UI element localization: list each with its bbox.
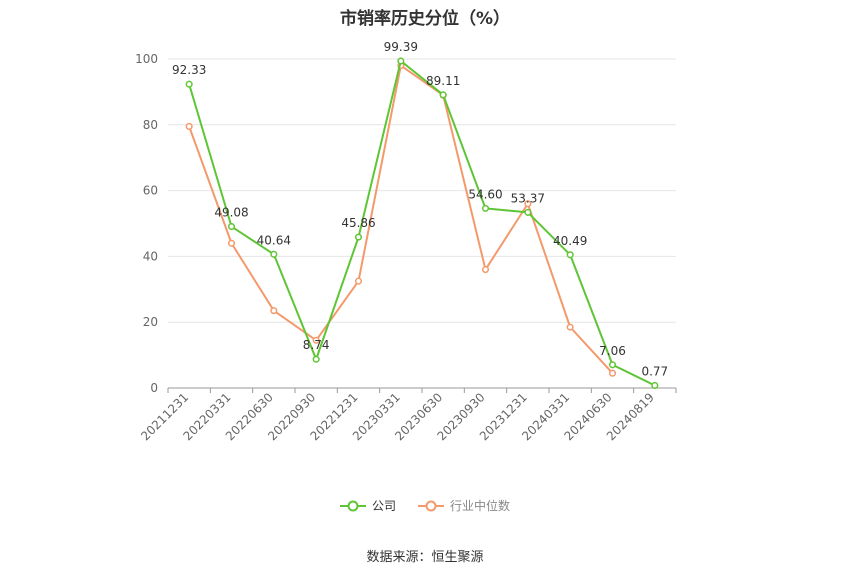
data-point-company: [227, 222, 236, 231]
data-label: 0.77: [641, 364, 668, 378]
data-point-company: [185, 80, 193, 88]
chart-title: 市销率历史分位（%）: [339, 9, 511, 29]
y-tick-label: 60: [143, 184, 158, 198]
y-tick-label: 0: [150, 381, 158, 395]
legend: 公司 行业中位数: [0, 497, 850, 514]
data-label: 89.11: [426, 74, 460, 88]
data-point-company: [270, 250, 278, 258]
line-chart: 0204060801002021123120220331202206302022…: [135, 40, 677, 443]
data-label: 7.06: [599, 344, 626, 358]
series-line-industry: [188, 64, 614, 374]
y-tick-label: 80: [143, 118, 158, 132]
data-point-industry: [524, 200, 532, 208]
y-tick-label: 40: [143, 249, 158, 263]
data-point-industry: [566, 323, 574, 331]
data-label: 40.64: [257, 233, 291, 247]
legend-company-label: 公司: [371, 499, 396, 513]
data-point-company: [397, 57, 405, 65]
data-point-industry: [270, 307, 278, 315]
data-point-industry: [312, 336, 320, 344]
data-point-company: [481, 204, 490, 212]
data-label: 99.39: [384, 40, 418, 54]
data-label: 8.74: [303, 338, 330, 352]
data-label: 54.60: [468, 187, 502, 201]
y-tick-label: 100: [135, 52, 158, 66]
data-label: 49.08: [214, 206, 248, 220]
legend-company-marker-icon: [339, 500, 366, 511]
data-label: 53.37: [511, 191, 545, 205]
y-tick-label: 20: [143, 315, 158, 329]
legend-item-company[interactable]: 公司: [339, 497, 396, 514]
data-point-company: [566, 251, 574, 259]
data-point-company: [524, 208, 532, 216]
data-point-industry: [227, 239, 236, 247]
data-point-company: [354, 233, 363, 241]
data-point-company: [439, 91, 447, 99]
data-label: 45.86: [341, 216, 375, 230]
data-point-industry: [354, 277, 363, 285]
data-point-industry: [608, 369, 617, 377]
data-point-company: [651, 381, 659, 390]
data-point-industry: [185, 122, 193, 130]
data-point-company: [608, 361, 617, 369]
data-source: 数据来源：恒生聚源: [366, 550, 484, 565]
data-label: 92.33: [172, 63, 206, 77]
legend-item-industry[interactable]: 行业中位数: [418, 497, 510, 514]
legend-industry-label: 行业中位数: [450, 499, 511, 513]
series-line-company: [188, 60, 656, 387]
data-label: 40.49: [553, 234, 587, 248]
data-point-company: [312, 355, 320, 363]
data-point-industry: [481, 266, 490, 274]
legend-industry-marker-icon: [418, 500, 444, 511]
